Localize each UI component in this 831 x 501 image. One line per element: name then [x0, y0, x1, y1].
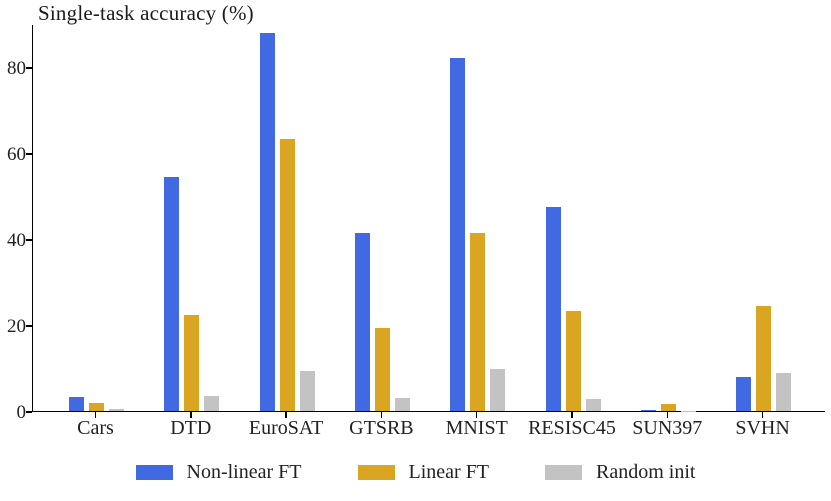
y-tick-mark	[26, 67, 32, 69]
bar-random-init-eurosat	[299, 371, 315, 411]
x-tick-mark	[380, 412, 383, 418]
legend-item-linear-ft: Linear FT	[357, 461, 490, 484]
legend-label: Random init	[596, 461, 696, 483]
bar-non-linear-ft-eurosat	[259, 32, 275, 411]
y-tick-mark	[26, 153, 32, 155]
bar-non-linear-ft-dtd	[164, 176, 180, 411]
y-tick-label: 0	[16, 401, 27, 423]
bar-random-init-cars	[109, 409, 124, 411]
bar-linear-ft-mnist	[470, 232, 486, 411]
bar-random-init-sun397	[680, 410, 696, 411]
legend-item-random-init: Random init	[545, 461, 695, 484]
x-tick-label-dtd: DTD	[170, 417, 212, 439]
bar-linear-ft-resisc45	[565, 311, 581, 411]
y-tick-label: 40	[7, 229, 26, 251]
bar-linear-ft-eurosat	[279, 138, 295, 411]
bar-random-init-gtsrb	[394, 397, 410, 411]
x-tick-mark	[761, 412, 764, 418]
legend-item-non-linear-ft: Non-linear FT	[135, 461, 302, 484]
bar-linear-ft-cars	[89, 402, 104, 411]
legend-swatch-icon	[357, 465, 395, 480]
bar-linear-ft-dtd	[184, 315, 200, 411]
bar-non-linear-ft-svhn	[736, 377, 752, 411]
x-tick-mark	[475, 412, 478, 418]
x-tick-label-cars: Cars	[77, 417, 114, 439]
plot-area	[32, 25, 825, 412]
bar-non-linear-ft-sun397	[640, 409, 656, 411]
bar-linear-ft-gtsrb	[374, 328, 390, 411]
bar-non-linear-ft-resisc45	[545, 207, 561, 411]
bar-random-init-resisc45	[585, 398, 601, 411]
y-tick-mark	[26, 239, 32, 241]
bar-non-linear-ft-gtsrb	[354, 233, 370, 411]
y-tick-mark	[26, 325, 32, 327]
bar-linear-ft-sun397	[660, 404, 676, 411]
x-tick-mark	[94, 412, 97, 418]
x-tick-label-svhn: SVHN	[735, 417, 790, 439]
bar-random-init-dtd	[204, 395, 220, 411]
x-tick-label-gtsrb: GTSRB	[349, 417, 414, 439]
bar-random-init-mnist	[490, 369, 506, 411]
x-tick-mark	[190, 412, 192, 418]
legend-label: Linear FT	[408, 461, 490, 483]
bar-random-init-svhn	[776, 373, 792, 411]
legend-swatch-icon	[545, 465, 583, 480]
y-tick-label: 80	[7, 57, 26, 79]
y-tick-label: 20	[7, 315, 26, 337]
x-tick-mark	[571, 412, 573, 418]
bar-linear-ft-svhn	[756, 306, 772, 411]
legend-label: Non-linear FT	[186, 461, 302, 483]
legend-swatch-icon	[135, 465, 173, 480]
x-tick-label-resisc45: RESISC45	[528, 417, 616, 439]
x-tick-label-eurosat: EuroSAT	[248, 417, 324, 439]
x-tick-mark	[285, 412, 287, 418]
legend: Non-linear FT Linear FT Random init	[0, 461, 831, 484]
bar-non-linear-ft-cars	[69, 396, 84, 411]
bar-non-linear-ft-mnist	[450, 58, 466, 411]
y-tick-mark	[26, 411, 32, 413]
x-tick-label-sun397: SUN397	[632, 417, 703, 439]
chart-title: Single-task accuracy (%)	[38, 1, 254, 25]
y-tick-label: 60	[7, 143, 26, 165]
x-tick-label-mnist: MNIST	[445, 417, 508, 439]
x-tick-mark	[666, 412, 669, 418]
